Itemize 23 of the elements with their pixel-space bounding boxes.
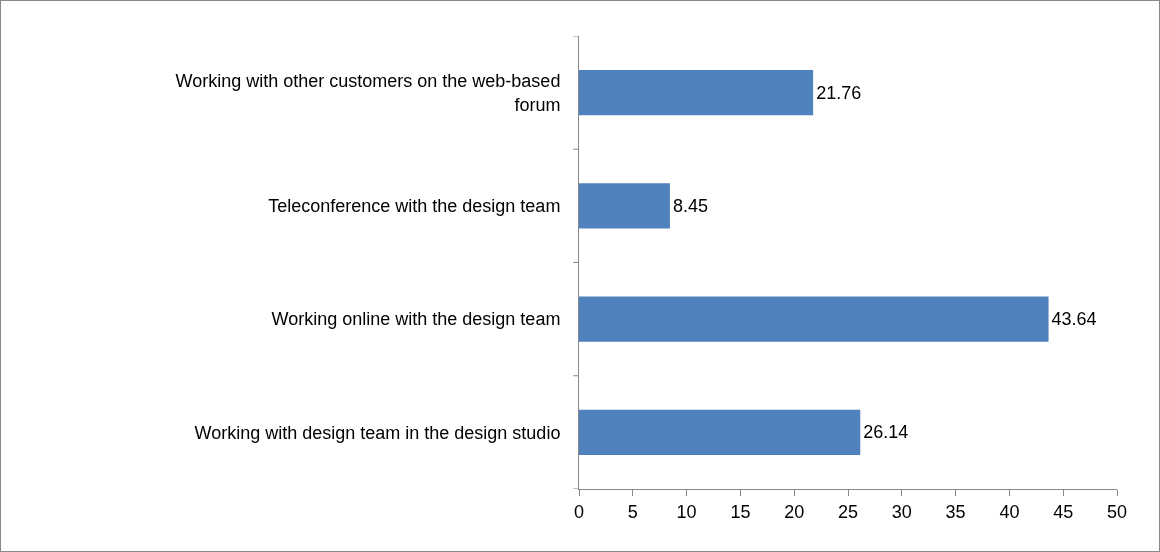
x-tick-label: 40 <box>999 501 1020 522</box>
x-tick-label: 25 <box>837 501 859 522</box>
y-tick-label: Working with design team in the design studio <box>194 422 561 443</box>
x-tick-label: 30 <box>891 501 912 522</box>
y-tick-label: Working online with the design team <box>271 309 561 330</box>
x-tick-label: 20 <box>784 501 805 522</box>
x-tick-label: 0 <box>573 501 585 522</box>
y-tick-label: Teleconference with the design team <box>268 196 561 217</box>
x-tick-label: 45 <box>1053 501 1074 522</box>
data-label: 21.76 <box>816 82 862 103</box>
data-label: 8.45 <box>672 195 708 216</box>
data-label: 43.64 <box>1051 309 1097 330</box>
bar <box>579 409 861 456</box>
y-tick-label: Working with other customers on the web-based forum <box>175 71 561 115</box>
x-tick-label: 35 <box>945 501 966 522</box>
bar <box>579 296 1049 342</box>
bar <box>579 183 670 229</box>
data-label: 26.14 <box>863 422 909 443</box>
x-tick-label: 10 <box>676 501 697 522</box>
x-tick-label: 50 <box>1106 501 1128 522</box>
x-tick-label: 15 <box>730 501 751 522</box>
bar <box>579 69 814 116</box>
x-tick-label: 5 <box>627 501 638 522</box>
